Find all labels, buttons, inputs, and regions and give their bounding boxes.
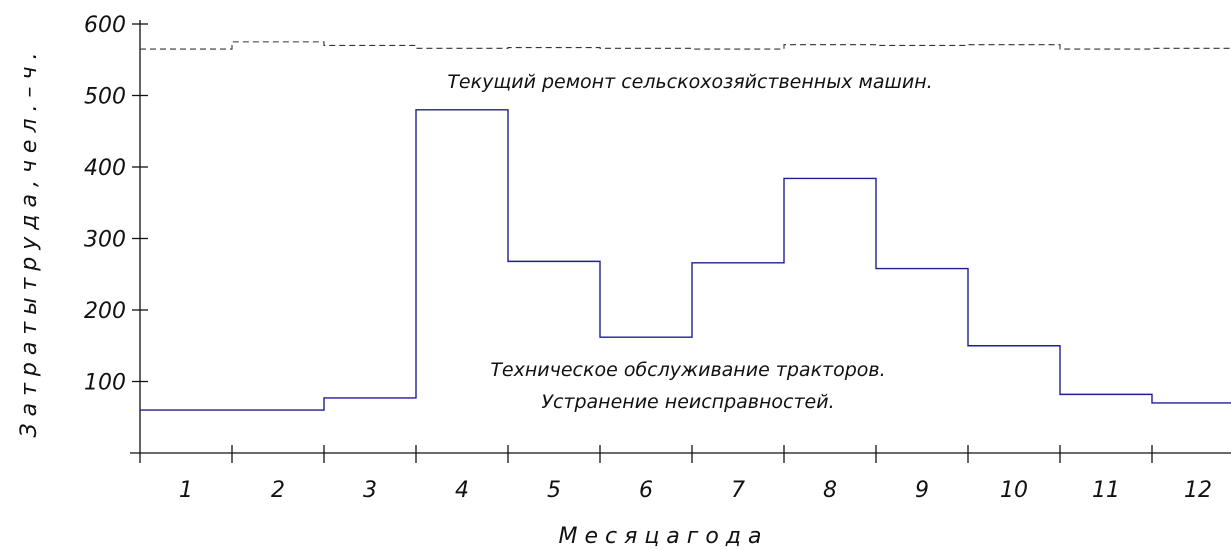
x-tick-label-5: 5 xyxy=(547,478,561,503)
x-tick-label-10: 10 xyxy=(1000,478,1028,503)
repair-step-line xyxy=(140,41,1231,50)
x-tick-label-7: 7 xyxy=(731,478,745,503)
x-tick-label-6: 6 xyxy=(639,478,653,503)
tractor-series-label-line1: Техническое обслуживание тракторов. xyxy=(490,359,885,381)
x-tick-label-4: 4 xyxy=(455,478,469,503)
x-tick-label-12: 12 xyxy=(1184,478,1212,503)
series-layer xyxy=(140,41,1231,411)
tractor-step-line xyxy=(140,109,1231,411)
y-tick-label-200: 200 xyxy=(84,299,126,324)
tractor-series-label-line2: Устранение неисправностей. xyxy=(541,391,834,413)
y-tick-label-500: 500 xyxy=(84,85,126,110)
x-tick-label-1: 1 xyxy=(179,478,193,503)
y-tick-label-300: 300 xyxy=(84,228,126,253)
y-tick-label-400: 400 xyxy=(84,156,126,181)
x-tick-label-3: 3 xyxy=(363,478,377,503)
repair-series-label: Текущий ремонт сельскохозяйственных маши… xyxy=(447,71,932,93)
x-tick-label-8: 8 xyxy=(823,478,837,503)
y-axis-title: З а т р а т ы т р у д а , ч е л . – ч . xyxy=(17,53,42,438)
x-ticks: 1 2 3 4 5 6 7 8 9 10 11 12 xyxy=(179,445,1212,503)
x-tick-label-9: 9 xyxy=(915,478,929,503)
y-ticks: 100 200 300 400 500 600 xyxy=(84,13,148,396)
x-tick-label-11: 11 xyxy=(1092,478,1120,503)
x-axis-title: М е с я ц а г о д а xyxy=(559,524,762,549)
y-tick-label-600: 600 xyxy=(84,13,126,38)
y-tick-label-100: 100 xyxy=(84,371,126,396)
x-tick-label-2: 2 xyxy=(271,478,285,503)
